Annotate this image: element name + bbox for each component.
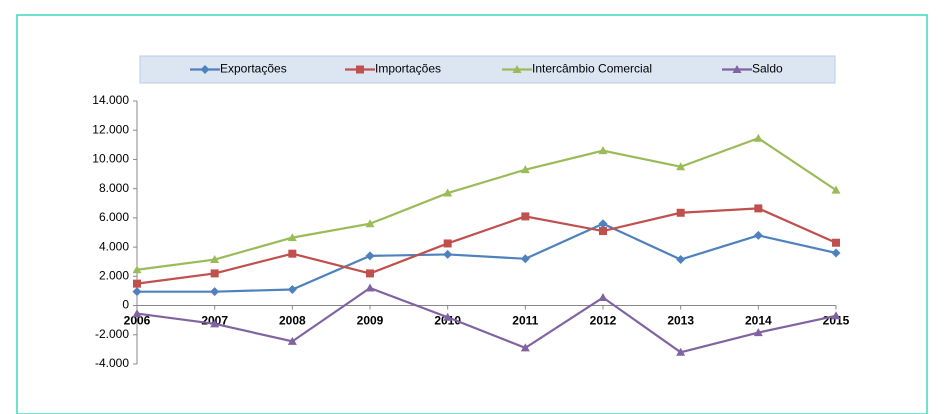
x-tick-label: 2013 bbox=[667, 314, 694, 328]
data-point bbox=[754, 204, 763, 213]
data-point bbox=[676, 347, 686, 356]
data-point bbox=[598, 219, 608, 229]
y-tick-label: 4.000 bbox=[99, 239, 129, 253]
data-point bbox=[599, 227, 607, 236]
x-tick-label: 2009 bbox=[357, 314, 384, 328]
y-tick-label: -4.000 bbox=[95, 356, 129, 370]
data-point bbox=[210, 319, 220, 328]
data-point bbox=[831, 311, 841, 320]
data-point bbox=[365, 251, 375, 261]
x-tick-label: 2006 bbox=[124, 314, 151, 328]
data-point bbox=[132, 287, 142, 297]
data-point bbox=[520, 343, 530, 352]
legend-marker bbox=[200, 65, 210, 74]
data-point bbox=[365, 219, 375, 228]
data-point bbox=[753, 230, 763, 240]
legend-marker bbox=[732, 65, 742, 73]
y-tick-label: 12.000 bbox=[92, 122, 129, 136]
data-point bbox=[366, 269, 374, 278]
data-point bbox=[443, 312, 453, 321]
data-point bbox=[132, 309, 142, 318]
data-point bbox=[288, 249, 297, 258]
y-tick-label: 6.000 bbox=[99, 210, 129, 224]
y-tick-label: 10.000 bbox=[92, 152, 129, 166]
data-point bbox=[676, 255, 686, 265]
data-point bbox=[287, 336, 297, 345]
data-point bbox=[210, 255, 220, 264]
data-point bbox=[287, 233, 297, 242]
data-point bbox=[133, 279, 141, 288]
legend-box bbox=[139, 55, 836, 84]
data-point bbox=[210, 269, 219, 278]
data-point bbox=[443, 188, 453, 197]
y-tick-label: -2.000 bbox=[95, 327, 129, 341]
data-point bbox=[753, 133, 763, 142]
y-tick-label: 2.000 bbox=[99, 269, 129, 283]
data-point bbox=[132, 265, 142, 274]
data-point bbox=[753, 328, 763, 337]
data-point bbox=[831, 248, 841, 258]
data-point bbox=[676, 162, 686, 171]
data-point bbox=[210, 287, 220, 297]
y-tick-label: 8.000 bbox=[99, 181, 129, 195]
data-point bbox=[832, 238, 840, 247]
data-point bbox=[365, 283, 375, 292]
legend-label: Saldo bbox=[752, 62, 783, 76]
legend-label: Exportações bbox=[220, 62, 287, 76]
y-tick-label: 0 bbox=[122, 298, 129, 312]
series-line bbox=[136, 286, 837, 354]
data-point bbox=[598, 293, 608, 302]
data-point bbox=[598, 146, 608, 155]
data-point bbox=[520, 254, 530, 264]
x-tick-label: 2014 bbox=[745, 314, 772, 328]
series-line bbox=[136, 137, 837, 271]
data-point bbox=[443, 239, 452, 248]
data-point bbox=[521, 212, 530, 221]
legend-marker bbox=[356, 65, 364, 74]
series-line bbox=[136, 207, 837, 285]
x-tick-label: 2012 bbox=[590, 314, 617, 328]
legend-label: Intercâmbio Comercial bbox=[532, 62, 652, 76]
legend-label: Importações bbox=[375, 62, 441, 76]
data-point bbox=[443, 249, 453, 259]
x-tick-label: 2008 bbox=[279, 314, 306, 328]
series-line bbox=[137, 222, 837, 293]
y-tick-label: 14.000 bbox=[92, 93, 129, 107]
x-tick-label: 2011 bbox=[512, 314, 538, 328]
legend-marker bbox=[512, 65, 522, 73]
data-point bbox=[287, 284, 297, 294]
data-point bbox=[676, 208, 685, 217]
data-point bbox=[831, 185, 841, 194]
data-point bbox=[520, 165, 530, 174]
